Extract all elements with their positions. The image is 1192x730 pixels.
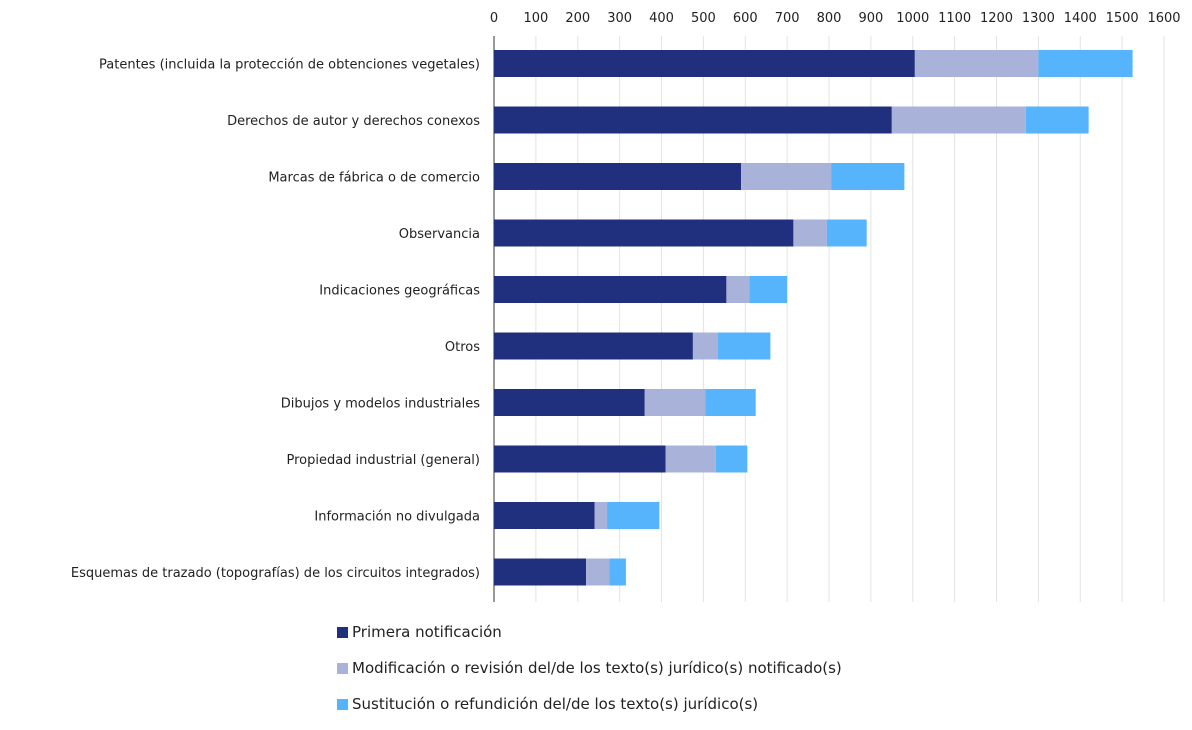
bar-segment-series-2: [914, 50, 1039, 77]
x-tick-label: 1500: [1106, 11, 1139, 26]
bar-segment-series-1: [494, 558, 587, 586]
x-tick-label: 1300: [1022, 11, 1055, 26]
x-tick-label: 400: [649, 11, 674, 26]
bar-chart: 0 100 200 300 400 500 600 700 800 900 1000 1100 1200…: [71, 11, 1181, 602]
x-tick-label: 500: [691, 11, 716, 26]
x-tick-label: 200: [565, 11, 590, 26]
bar-segment-series-1: [494, 219, 794, 247]
category-label: Propiedad industrial (general): [286, 453, 480, 468]
legend-swatch: [337, 626, 348, 638]
legend-swatch: [337, 698, 348, 710]
category-label: Esquemas de trazado (topografías) de los…: [71, 566, 480, 581]
bar-segment-series-3: [826, 219, 867, 247]
x-tick-label: 1200: [980, 11, 1013, 26]
category-label: Patentes (incluida la protección de obte…: [99, 58, 480, 73]
legend-item: Primera notificación: [337, 622, 842, 642]
x-tick-label: 300: [607, 11, 632, 26]
bar-segment-series-1: [494, 445, 666, 473]
x-tick-label: 600: [733, 11, 758, 26]
bar-segment-series-2: [692, 332, 719, 360]
bar-segment-series-1: [494, 502, 595, 529]
bar-segment-series-3: [749, 276, 788, 303]
bar-segment-series-1: [494, 50, 915, 77]
category-label: Marcas de fábrica o de comercio: [268, 171, 480, 186]
bar-segment-series-3: [705, 389, 756, 416]
x-tick-label: 0: [490, 11, 498, 26]
x-tick-label: 700: [775, 11, 800, 26]
bar-segment-series-2: [594, 502, 608, 529]
legend-label: Sustitución o refundición del/de los tex…: [352, 695, 759, 713]
bar-segment-series-3: [715, 445, 748, 473]
bar-segment-series-1: [494, 106, 892, 134]
bar-segment-series-2: [891, 106, 1026, 134]
bar-segment-series-2: [665, 445, 716, 473]
legend-label: Primera notificación: [352, 623, 502, 641]
bar-segment-series-2: [793, 219, 827, 247]
bar-segment-series-2: [644, 389, 706, 416]
x-tick-label: 1100: [938, 11, 971, 26]
bar-segment-series-1: [494, 276, 727, 303]
category-label: Derechos de autor y derechos conexos: [227, 114, 480, 129]
bar-segment-series-1: [494, 389, 645, 416]
bar-segment-series-3: [831, 163, 905, 190]
bar-segment-series-1: [494, 332, 693, 360]
bar-segment-series-1: [494, 163, 742, 190]
category-label: Dibujos y modelos industriales: [281, 397, 480, 412]
bar-segment-series-3: [1038, 50, 1133, 77]
legend-swatch: [337, 662, 348, 674]
x-tick-label: 100: [523, 11, 548, 26]
x-tick-label: 1600: [1147, 11, 1180, 26]
legend-item: Sustitución o refundición del/de los tex…: [337, 694, 842, 714]
bar-segment-series-3: [1025, 106, 1089, 134]
bar-segment-series-3: [718, 332, 771, 360]
bar-segment-series-2: [586, 558, 610, 586]
category-label: Otros: [445, 340, 480, 355]
legend-item: Modificación o revisión del/de los texto…: [337, 658, 842, 678]
x-tick-label: 800: [817, 11, 842, 26]
bar-segment-series-2: [726, 276, 750, 303]
legend-label: Modificación o revisión del/de los texto…: [352, 659, 842, 677]
category-label: Observancia: [399, 227, 480, 242]
x-tick-label: 1400: [1064, 11, 1097, 26]
x-tick-label: 1000: [896, 11, 929, 26]
x-tick-label: 900: [858, 11, 883, 26]
category-label: Indicaciones geográficas: [319, 284, 480, 299]
chart-legend: Primera notificación Modificación o revis…: [337, 622, 842, 730]
bar-segment-series-3: [607, 502, 660, 529]
category-label: Información no divulgada: [314, 510, 480, 525]
bar-segment-series-3: [609, 558, 626, 586]
bar-segment-series-2: [741, 163, 832, 190]
